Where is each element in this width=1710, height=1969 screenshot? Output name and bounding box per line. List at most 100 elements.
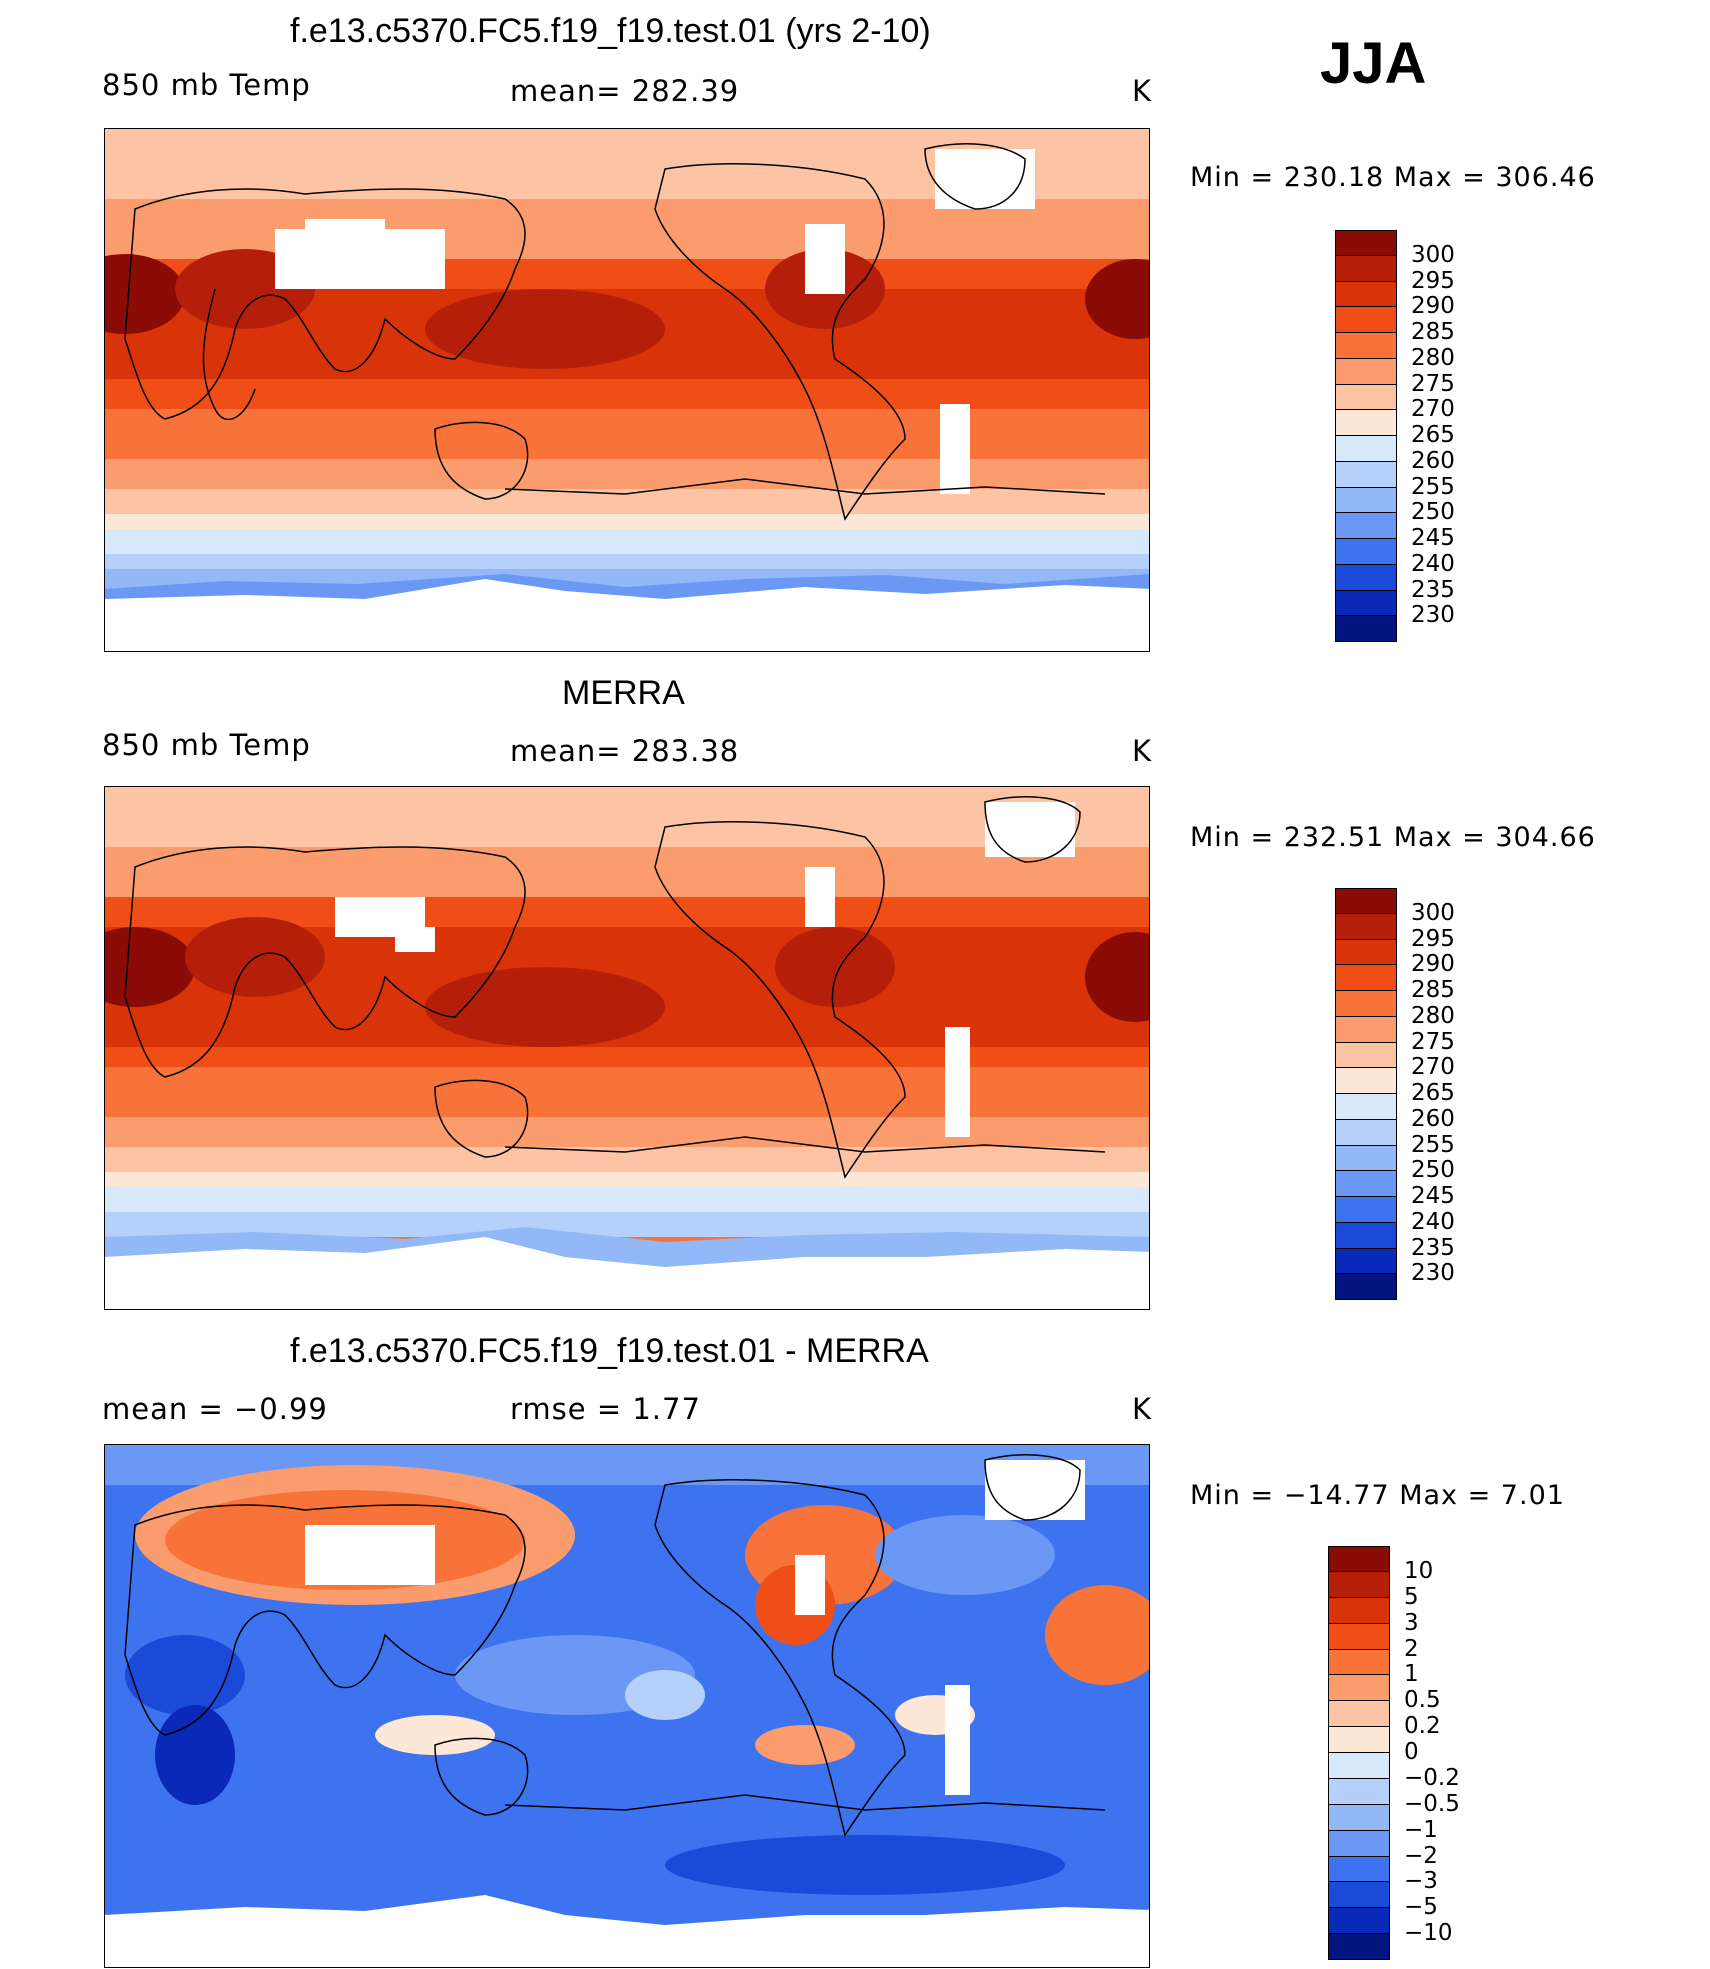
- colorbar-cell: [1335, 1274, 1397, 1300]
- panel-2-variable-label: 850 mb Temp: [102, 728, 311, 762]
- colorbar-cell: [1328, 1649, 1390, 1676]
- colorbar-tick-label: 0: [1404, 1739, 1419, 1765]
- colorbar-tick-label: −1: [1404, 1816, 1438, 1843]
- colorbar-cell: [1335, 1222, 1397, 1249]
- colorbar-cell: [1335, 1248, 1397, 1275]
- colorbar-tick-label: −2: [1404, 1842, 1438, 1869]
- colorbar-tick-label: 235: [1411, 576, 1455, 603]
- panel-3-map-svg: [105, 1445, 1149, 1967]
- panel-2-map: [104, 786, 1150, 1310]
- season-label: JJA: [1320, 31, 1427, 96]
- panel-2-map-svg: [105, 787, 1149, 1309]
- colorbar-tick-label: −10: [1404, 1920, 1453, 1947]
- colorbar-cell: [1335, 913, 1397, 940]
- panel-2-units-label: K: [1132, 734, 1153, 768]
- colorbar-tick-label: 290: [1411, 951, 1455, 978]
- colorbar-tick-label: 230: [1411, 602, 1455, 629]
- colorbar-tick-label: 270: [1411, 396, 1455, 423]
- colorbar-cell: [1335, 1119, 1397, 1146]
- panel-1-units-label: K: [1132, 74, 1153, 108]
- colorbar-cell: [1335, 281, 1397, 308]
- colorbar-cell: [1335, 436, 1397, 462]
- colorbar-tick-label: 1: [1404, 1661, 1419, 1688]
- colorbar-cell: [1335, 564, 1397, 591]
- colorbar-cell: [1335, 888, 1397, 914]
- colorbar-tick-label: 240: [1411, 550, 1455, 577]
- colorbar-cell: [1328, 1804, 1390, 1831]
- colorbar-tick-label: 285: [1411, 977, 1455, 1003]
- colorbar-cell: [1328, 1934, 1390, 1960]
- colorbar-cell: [1328, 1778, 1390, 1805]
- colorbar-tick-label: 250: [1411, 499, 1455, 526]
- panel-3-map: [104, 1444, 1150, 1968]
- panel-1-min-max: Min = 230.18 Max = 306.46: [1190, 162, 1596, 193]
- colorbar-cell: [1328, 1597, 1390, 1624]
- colorbar-tick-label: 285: [1411, 319, 1455, 345]
- colorbar-cell: [1335, 590, 1397, 617]
- colorbar-cell: [1335, 230, 1397, 256]
- colorbar-cell: [1335, 333, 1397, 359]
- colorbar-cell: [1335, 539, 1397, 565]
- panel-1-variable-label: 850 mb Temp: [102, 68, 311, 102]
- panel-3-min-max: Min = −14.77 Max = 7.01: [1190, 1480, 1565, 1511]
- colorbar-cell: [1328, 1753, 1390, 1779]
- panel-2-min-max: Min = 232.51 Max = 304.66: [1190, 822, 1596, 853]
- panel-3-colorbar: [1328, 1546, 1390, 1960]
- colorbar-cell: [1335, 1042, 1397, 1069]
- colorbar-cell: [1328, 1908, 1390, 1935]
- colorbar-cell: [1335, 616, 1397, 642]
- colorbar-cell: [1335, 1016, 1397, 1043]
- colorbar-cell: [1335, 513, 1397, 539]
- panel-3-units-label: K: [1132, 1392, 1153, 1426]
- colorbar-tick-label: 270: [1411, 1054, 1455, 1081]
- panel-3-mean-label: mean = −0.99: [102, 1392, 328, 1426]
- panel-1-map-svg: [105, 129, 1149, 651]
- colorbar-cell: [1335, 991, 1397, 1017]
- colorbar-cell: [1335, 1171, 1397, 1197]
- colorbar-tick-label: 0.2: [1404, 1713, 1441, 1740]
- colorbar-tick-label: 10: [1404, 1557, 1434, 1584]
- colorbar-cell: [1335, 358, 1397, 385]
- colorbar-cell: [1335, 461, 1397, 488]
- colorbar-cell: [1328, 1830, 1390, 1857]
- colorbar-cell: [1335, 384, 1397, 411]
- colorbar-cell: [1335, 410, 1397, 436]
- colorbar-cell: [1335, 1145, 1397, 1172]
- colorbar-cell: [1328, 1546, 1390, 1572]
- panel-1-map: [104, 128, 1150, 652]
- colorbar-cell: [1328, 1571, 1390, 1598]
- colorbar-cell: [1328, 1727, 1390, 1753]
- colorbar-tick-label: 255: [1411, 1131, 1455, 1158]
- colorbar-cell: [1328, 1701, 1390, 1728]
- colorbar-tick-label: −5: [1404, 1894, 1438, 1921]
- colorbar-cell: [1335, 1068, 1397, 1094]
- colorbar-cell: [1335, 965, 1397, 991]
- colorbar-tick-label: 300: [1411, 899, 1455, 926]
- colorbar-tick-label: 250: [1411, 1157, 1455, 1184]
- colorbar-tick-label: 260: [1411, 447, 1455, 474]
- panel-1-colorbar: [1335, 230, 1397, 642]
- colorbar-tick-label: 290: [1411, 293, 1455, 320]
- colorbar-tick-label: 255: [1411, 473, 1455, 500]
- colorbar-tick-label: 265: [1411, 422, 1455, 448]
- colorbar-tick-label: 5: [1404, 1583, 1419, 1610]
- panel-2-colorbar: [1335, 888, 1397, 1300]
- colorbar-cell: [1335, 307, 1397, 333]
- colorbar-tick-label: 3: [1404, 1609, 1419, 1636]
- colorbar-cell: [1328, 1675, 1390, 1702]
- colorbar-tick-label: 300: [1411, 241, 1455, 268]
- colorbar-tick-label: 280: [1411, 1002, 1455, 1029]
- colorbar-tick-label: 275: [1411, 1028, 1455, 1055]
- panel-2-mean-label: mean= 283.38: [510, 734, 740, 768]
- panel-3-title: f.e13.c5370.FC5.f19_f19.test.01 - MERRA: [290, 1332, 929, 1370]
- colorbar-cell: [1335, 939, 1397, 966]
- colorbar-tick-label: 260: [1411, 1105, 1455, 1132]
- colorbar-tick-label: 245: [1411, 1183, 1455, 1209]
- colorbar-cell: [1335, 255, 1397, 282]
- colorbar-cell: [1335, 1094, 1397, 1120]
- colorbar-cell: [1328, 1882, 1390, 1909]
- colorbar-tick-label: 235: [1411, 1234, 1455, 1261]
- colorbar-tick-label: −3: [1404, 1868, 1438, 1895]
- colorbar-tick-label: 275: [1411, 370, 1455, 397]
- colorbar-tick-label: 2: [1404, 1635, 1419, 1662]
